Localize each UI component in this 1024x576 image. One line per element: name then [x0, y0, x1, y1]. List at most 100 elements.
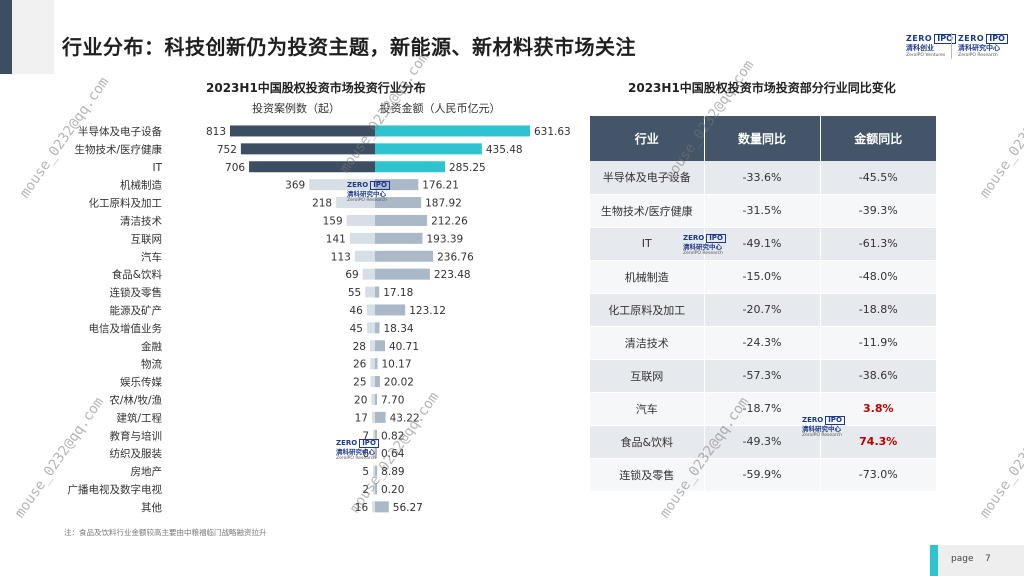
header-count-yoy: 数量同比 — [704, 116, 821, 161]
category-label: 其他 — [141, 501, 162, 514]
industry-cell: 机械制造 — [590, 260, 705, 294]
count-bar — [365, 286, 375, 298]
category-label: 半导体及电子设备 — [78, 125, 162, 138]
table-row: 汽车 -18.7% 3.8% — [590, 392, 936, 426]
amount-value-label: 0.20 — [381, 484, 404, 496]
category-label: 农/林/牧/渔 — [109, 393, 162, 406]
count-bar — [346, 214, 375, 226]
title-accent-background — [12, 0, 54, 74]
zeroipo-research-logo-watermark: ZERO IPO 清科研究中心 ZeroIPO Research — [802, 415, 854, 441]
count-value-label: 20 — [354, 394, 367, 406]
page-title: 行业分布：科技创新仍为投资主题，新能源、新材料获市场关注 — [62, 35, 636, 59]
amount-yoy-cell: -11.9% — [820, 326, 936, 360]
amount-bar — [375, 483, 377, 495]
amount-value-label: 8.89 — [381, 466, 404, 478]
category-label: 清洁技术 — [120, 214, 162, 227]
amount-value-label: 631.63 — [534, 126, 571, 138]
count-bar — [373, 465, 375, 477]
amount-bar — [375, 465, 378, 477]
zeroipo-research-logo-watermark: ZERO IPO 清科研究中心 ZeroIPO Research — [336, 438, 388, 464]
count-yoy-cell: -15.0% — [704, 260, 821, 294]
amount-value-label: 43.22 — [390, 412, 420, 424]
count-value-label: 55 — [348, 287, 361, 299]
count-yoy-cell: -20.7% — [704, 293, 821, 327]
count-value-label: 141 — [326, 233, 346, 245]
count-bar — [362, 268, 375, 280]
watermark-text: mouse_0232@qq.com — [976, 394, 1024, 521]
amount-yoy-cell: 3.8% — [820, 392, 936, 426]
amount-bar — [375, 214, 428, 226]
table-row: 连锁及零售 -59.9% -73.0% — [590, 458, 936, 492]
count-value-label: 706 — [225, 162, 245, 174]
industry-cell: 汽车 — [590, 392, 705, 426]
page-number: 7 — [985, 554, 991, 564]
industry-cell: 清洁技术 — [590, 326, 705, 360]
table-row: 清洁技术 -24.3% -11.9% — [590, 326, 936, 360]
amount-value-label: 0.64 — [381, 448, 405, 460]
count-value-label: 369 — [285, 180, 305, 192]
industry-cell: 化工原料及加工 — [590, 293, 705, 327]
amount-bar — [375, 179, 419, 191]
zeroipo-research-logo-watermark: ZERO IPO 清科研究中心 ZeroIPO Research — [347, 180, 399, 206]
amount-value-label: 193.39 — [426, 233, 463, 245]
count-yoy-cell: -49.1% — [704, 227, 821, 261]
watermark-text: mouse_0232@qq.com — [976, 74, 1024, 201]
count-bar — [371, 393, 375, 405]
count-value-label: 113 — [331, 251, 351, 263]
count-value-label: 46 — [349, 305, 363, 317]
legend-amount-label: 投资金额（人民币亿元） — [380, 101, 501, 115]
count-bar — [336, 197, 375, 209]
count-yoy-cell: -57.3% — [704, 359, 821, 393]
table-row: 生物技术/医疗健康 -31.5% -39.3% — [590, 194, 936, 228]
page-footer-accent — [930, 545, 938, 576]
category-label: 广播电视及数字电视 — [68, 483, 163, 496]
amount-value-label: 18.34 — [384, 323, 414, 335]
amount-yoy-cell: -48.0% — [820, 260, 936, 294]
amount-bar — [375, 411, 386, 423]
amount-value-label: 7.70 — [381, 394, 404, 406]
count-bar — [240, 143, 375, 155]
count-yoy-cell: -18.7% — [704, 392, 821, 426]
zeroipo-ventures-logo: ZERO IPO 清科创业 ZeroIPO Ventures — [906, 33, 956, 59]
category-label: 化工原料及加工 — [89, 197, 163, 210]
count-bar — [370, 340, 375, 352]
amount-bar — [375, 161, 445, 173]
amount-value-label: 236.76 — [437, 251, 474, 263]
zeroipo-research-logo-watermark: ZERO IPO 清科研究中心 ZeroIPO Research — [683, 233, 735, 259]
amount-yoy-cell: -38.6% — [820, 359, 936, 393]
zeroipo-research-logo: ZERO IPO 清科研究中心 ZeroIPO Research — [958, 33, 1008, 59]
count-yoy-cell: -33.6% — [704, 161, 821, 195]
amount-bar — [375, 393, 377, 405]
industry-cell: 互联网 — [590, 359, 705, 393]
category-label: IT — [152, 162, 162, 174]
count-bar — [309, 179, 375, 191]
amount-yoy-cell: -73.0% — [820, 458, 936, 492]
table-row: 化工原料及加工 -20.7% -18.8% — [590, 293, 936, 327]
amount-bar — [375, 447, 377, 459]
industry-cell: 生物技术/医疗健康 — [590, 194, 705, 228]
count-yoy-cell: -24.3% — [704, 326, 821, 360]
category-label: 食品&饮料 — [112, 268, 163, 281]
count-bar — [366, 322, 375, 334]
amount-bar — [375, 197, 422, 209]
count-bar — [371, 411, 375, 423]
category-label: 连锁及零售 — [110, 286, 163, 299]
amount-value-label: 176.21 — [422, 180, 459, 192]
footnote: 注：食品及饮料行业金额较高主要由中粮福临门战略融资拉升 — [64, 528, 267, 537]
amount-value-label: 10.17 — [381, 359, 411, 371]
amount-bar — [375, 429, 377, 441]
amount-value-label: 123.12 — [409, 305, 446, 317]
count-value-label: 69 — [345, 269, 358, 281]
category-label: 机械制造 — [120, 179, 162, 192]
amount-yoy-cell: 74.3% — [820, 425, 936, 459]
category-label: 能源及矿产 — [110, 304, 163, 317]
amount-value-label: 435.48 — [486, 144, 523, 156]
category-label: 互联网 — [131, 233, 163, 245]
amount-yoy-cell: -45.5% — [820, 161, 936, 195]
amount-value-label: 20.02 — [384, 377, 414, 389]
count-value-label: 159 — [323, 215, 343, 227]
count-bar — [373, 447, 375, 459]
count-value-label: 6 — [362, 448, 369, 460]
count-bar — [370, 376, 375, 388]
industry-cell: 半导体及电子设备 — [590, 161, 705, 195]
